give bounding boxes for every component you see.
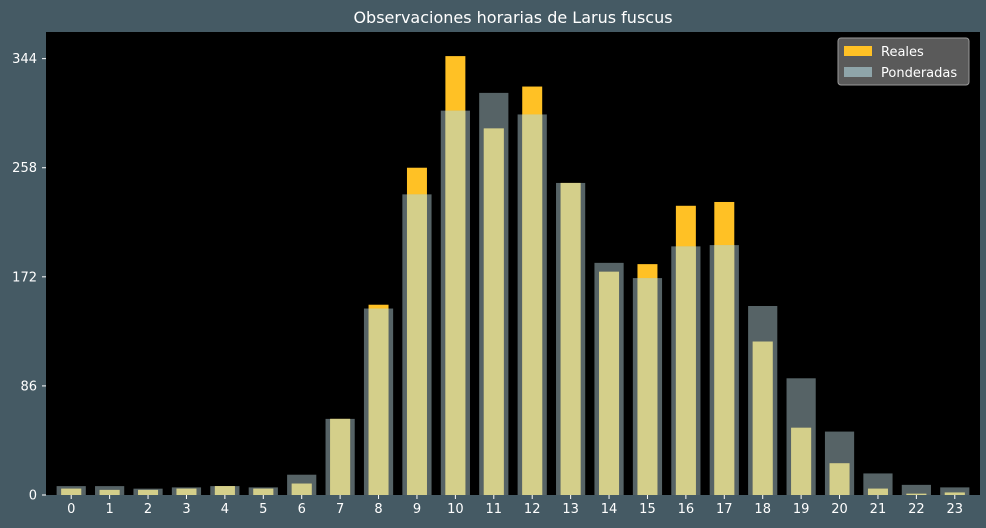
bar-overlap-18	[752, 341, 773, 495]
bar-overlap-21	[867, 488, 888, 495]
bar-overlap-9	[406, 194, 427, 495]
bar-overlap-12	[522, 114, 543, 495]
x-tick-label-7: 7	[336, 502, 344, 517]
x-tick-label-22: 22	[908, 502, 925, 517]
x-tick-label-5: 5	[259, 502, 267, 517]
bar-overlap-3	[176, 488, 197, 495]
bar-overlap-4	[214, 486, 235, 495]
bar-overlap-20	[829, 463, 850, 495]
x-tick-label-17: 17	[716, 502, 733, 517]
x-tick-label-10: 10	[447, 502, 464, 517]
x-tick-label-21: 21	[870, 502, 887, 517]
plot-area	[46, 32, 980, 495]
bar-ponderadas-22	[901, 484, 931, 495]
x-tick-label-18: 18	[754, 502, 771, 517]
bar-overlap-13	[560, 182, 581, 495]
bar-overlap-1	[99, 489, 120, 495]
legend-swatch-ponderadas	[844, 67, 872, 77]
y-tick-label-172: 172	[12, 270, 37, 285]
x-tick-label-19: 19	[793, 502, 810, 517]
x-tick-label-0: 0	[67, 502, 75, 517]
bar-overlap-0	[61, 488, 82, 495]
bar-overlap-7	[330, 418, 351, 495]
x-tick-label-13: 13	[562, 502, 579, 517]
x-tick-label-8: 8	[374, 502, 382, 517]
axes-layer: 0 1 2 3 4 5 6 7 8 9 10 11 12 13 14 15 16 17 18 19 20 21 22 2308…	[12, 52, 963, 517]
x-tick-label-11: 11	[486, 502, 503, 517]
bar-overlap-17	[714, 245, 735, 495]
x-tick-label-20: 20	[831, 502, 848, 517]
x-tick-label-15: 15	[639, 502, 656, 517]
x-tick-label-23: 23	[947, 502, 964, 517]
bar-overlap-8	[368, 308, 389, 495]
x-tick-label-14: 14	[601, 502, 618, 517]
bars-layer	[56, 56, 970, 496]
bar-overlap-22	[906, 493, 927, 495]
y-tick-label-258: 258	[12, 161, 37, 176]
y-tick-label-344: 344	[12, 52, 37, 67]
bar-overlap-14	[599, 271, 620, 495]
chart-title: Observaciones horarias de Larus fuscus	[353, 8, 672, 27]
bar-overlap-2	[138, 489, 159, 495]
bar-ponderadas-23	[940, 487, 970, 495]
bar-overlap-16	[675, 246, 696, 495]
y-tick-label-0: 0	[29, 489, 37, 504]
x-tick-label-3: 3	[182, 502, 190, 517]
bar-overlap-23	[944, 492, 965, 495]
bar-overlap-5	[253, 488, 274, 495]
y-tick-label-86: 86	[20, 379, 37, 394]
legend-label-ponderadas: Ponderadas	[881, 66, 957, 81]
legend: Reales Ponderadas	[837, 37, 970, 86]
x-tick-label-1: 1	[105, 502, 113, 517]
legend-swatch-reales	[844, 46, 872, 56]
x-tick-label-2: 2	[144, 502, 152, 517]
legend-label-reales: Reales	[881, 45, 924, 60]
bar-overlap-11	[483, 128, 504, 496]
bar-overlap-6	[291, 483, 312, 495]
x-tick-label-12: 12	[524, 502, 541, 517]
bar-overlap-19	[791, 427, 812, 495]
x-tick-label-16: 16	[678, 502, 695, 517]
x-tick-label-9: 9	[413, 502, 421, 517]
bar-overlap-10	[445, 110, 466, 495]
x-tick-label-4: 4	[221, 502, 229, 517]
bar-overlap-15	[637, 278, 658, 495]
x-tick-label-6: 6	[298, 502, 306, 517]
